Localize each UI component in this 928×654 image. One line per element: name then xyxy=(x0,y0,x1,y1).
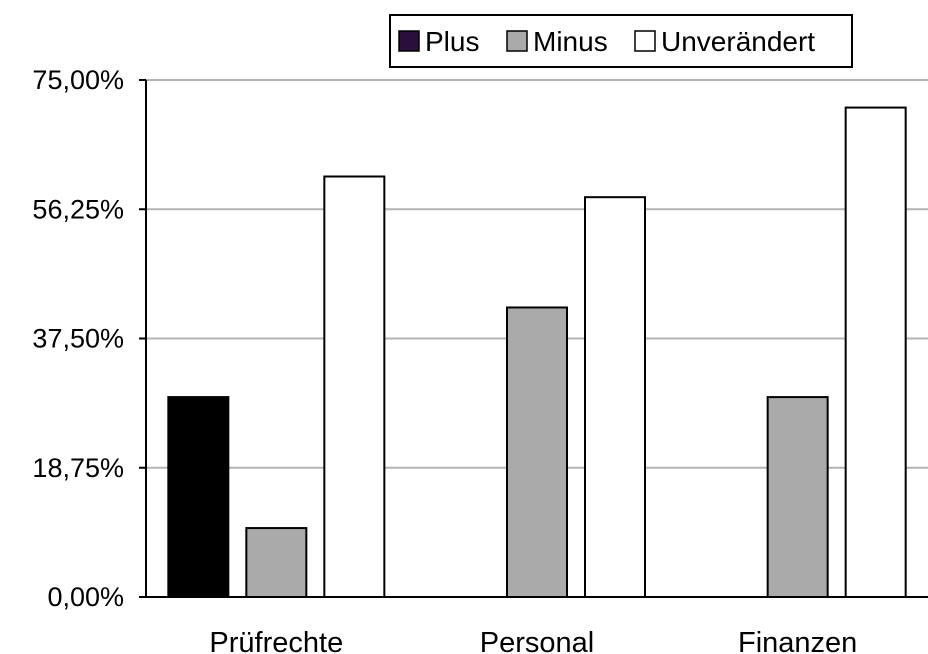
bar-unverändert-2 xyxy=(844,106,907,598)
legend: Plus Minus Unverändert xyxy=(389,14,853,68)
y-tick-label: 18,75% xyxy=(32,453,124,483)
x-category-label: Prüfrechte xyxy=(209,627,343,654)
bar-unverändert-0 xyxy=(323,175,386,599)
x-category-label: Finanzen xyxy=(738,627,857,654)
axes: 0,00% 18,75% 37,50% 56,25% 75,00% Prüfrechte P… xyxy=(32,65,928,654)
legend-swatch-plus xyxy=(398,30,420,52)
bar-minus-1 xyxy=(506,306,568,598)
y-tick-label: 37,50% xyxy=(32,324,124,354)
legend-label-minus: Minus xyxy=(533,26,608,57)
bar-unverändert-1 xyxy=(584,196,646,598)
legend-box xyxy=(389,14,853,68)
legend-swatch-unverändert xyxy=(634,30,656,52)
bar-plus-0 xyxy=(167,396,230,598)
x-category-label: Personal xyxy=(480,627,594,654)
legend-swatch-minus xyxy=(506,30,528,52)
bar-minus-0 xyxy=(245,527,308,598)
y-tick-label: 75,00% xyxy=(32,65,124,95)
legend-label-unverändert: Unverändert xyxy=(661,26,815,57)
bar-minus-2 xyxy=(766,396,829,598)
bars xyxy=(167,106,907,599)
legend-label-plus: Plus xyxy=(425,26,479,57)
y-tick-label: 0,00% xyxy=(47,582,124,612)
y-tick-label: 56,25% xyxy=(32,194,124,224)
